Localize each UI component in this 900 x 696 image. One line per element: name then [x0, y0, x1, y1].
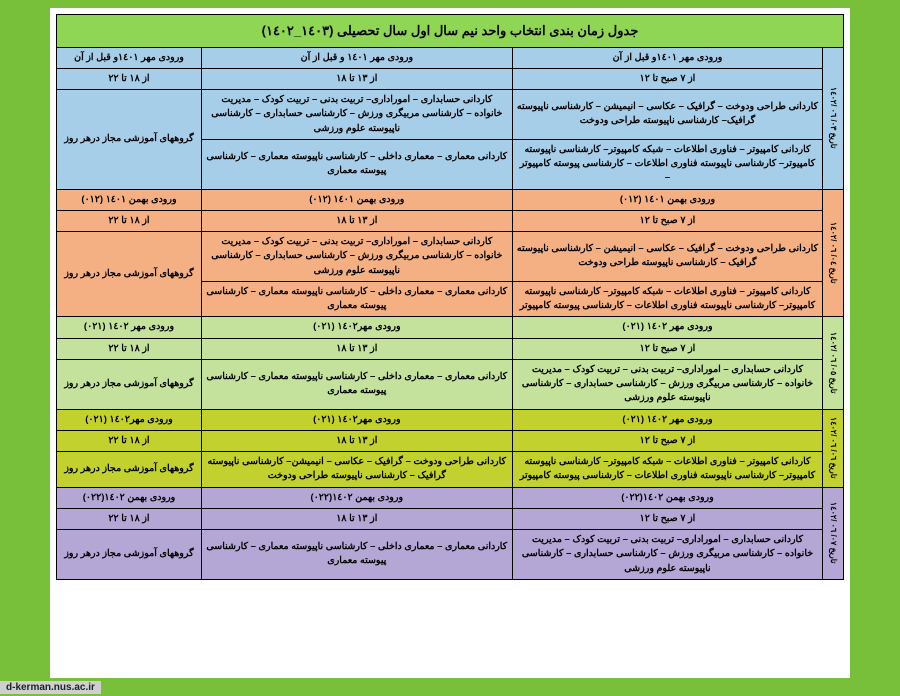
col-header: ورودی مهر١٤٠٢ (٠٢١)	[57, 409, 202, 430]
col-header: ورودی مهر ١٤٠٢ (٠٢١)	[512, 317, 823, 338]
time-cell: از ١٨ تا ٢٢	[57, 68, 202, 89]
date-col: تاریخ ٠٧/ ٠٦ /١٤٠٢	[823, 487, 844, 579]
group-label: گروههای آموزشی مجاز درهر روز	[57, 232, 202, 317]
time-cell: از ١٨ تا ٢٢	[57, 338, 202, 359]
time-cell: از ٧ صبح تا ١٢	[512, 338, 823, 359]
time-cell: از ٧ صبح تا ١٢	[512, 68, 823, 89]
table-title: جدول زمان بندی انتخاب واحد نیم سال اول س…	[57, 15, 844, 48]
col-header: ورودی مهر ١٤٠١ و قبل از آن	[201, 47, 512, 68]
time-cell: از ١٨ تا ٢٢	[57, 430, 202, 451]
col-header: ورودی بهمن ١٤٠١ (٠١٢)	[512, 189, 823, 210]
groups-cell: کاردانی حسابداری – اموراداری– تربیت بدنی…	[201, 232, 512, 282]
groups-cell: کاردانی کامپیوتر – فناوری اطلاعات – شبکه…	[512, 452, 823, 488]
date-col: تاریخ ٠٤/ ٠٦ /١٤٠٢	[823, 189, 844, 317]
col-header: ورودی بهمن ١٤٠١ (٠١٢)	[57, 189, 202, 210]
group-label: گروههای آموزشی مجاز درهر روز	[57, 530, 202, 580]
col-header: ورودی مهر ١٤٠١و قبل از آن	[512, 47, 823, 68]
time-cell: از ١٨ تا ٢٢	[57, 508, 202, 529]
col-header: ورودی مهر١٤٠٢ (٠٢١)	[201, 409, 512, 430]
group-label: گروههای آموزشی مجاز درهر روز	[57, 90, 202, 190]
time-cell: از ٧ صبح تا ١٢	[512, 430, 823, 451]
time-cell: از ١٣ تا ١٨	[201, 508, 512, 529]
col-header: ورودی بهمن ١٤٠١ (٠١٢)	[201, 189, 512, 210]
groups-cell: کاردانی کامپیوتر – فناوری اطلاعات – شبکه…	[512, 139, 823, 189]
time-cell: از ٧ صبح تا ١٢	[512, 210, 823, 231]
footer-url: d-kerman.nus.ac.ir	[0, 681, 101, 694]
col-header: ورودی بهمن ١٤٠٢(٠٢٢)	[512, 487, 823, 508]
time-cell: از ١٨ تا ٢٢	[57, 210, 202, 231]
time-cell: از ١٣ تا ١٨	[201, 210, 512, 231]
time-cell: از ١٣ تا ١٨	[201, 68, 512, 89]
col-header: ورودی بهمن ١٤٠٢(٠٢٢)	[201, 487, 512, 508]
group-label: گروههای آموزشی مجاز درهر روز	[57, 452, 202, 488]
date-col: تاریخ ٠٦/ ٠٦ /١٤٠٢	[823, 409, 844, 487]
col-header: ورودی مهر ١٤٠٢ (٠٢١)	[512, 409, 823, 430]
group-label: گروههای آموزشی مجاز درهر روز	[57, 359, 202, 409]
page: جدول زمان بندی انتخاب واحد نیم سال اول س…	[50, 8, 850, 678]
col-header: ورودی بهمن ١٤٠٢(٠٢٢)	[57, 487, 202, 508]
col-header: ورودی مهر١٤٠٢ (٠٢١)	[201, 317, 512, 338]
groups-cell: کاردانی حسابداری – اموراداری– تربیت بدنی…	[512, 530, 823, 580]
groups-cell: کاردانی طراحی ودوخت – گرافیک – عکاسی – ا…	[201, 452, 512, 488]
time-cell: از ١٣ تا ١٨	[201, 430, 512, 451]
groups-cell: کاردانی حسابداری – اموراداری– تربیت بدنی…	[201, 90, 512, 140]
groups-cell: کاردانی حسابداری – اموراداری– تربیت بدنی…	[512, 359, 823, 409]
date-col: تاریخ ٠٣/ ٠٦ /١٤٠٢	[823, 47, 844, 189]
groups-cell: کاردانی معماری – معماری داخلی – کارشناسی…	[201, 530, 512, 580]
schedule-table: جدول زمان بندی انتخاب واحد نیم سال اول س…	[56, 14, 844, 580]
groups-cell: کاردانی طراحی ودوخت – گرافیک – عکاسی – ا…	[512, 232, 823, 282]
groups-cell: کاردانی معماری – معماری داخلی – کارشناسی…	[201, 139, 512, 189]
groups-cell: کاردانی معماری – معماری داخلی – کارشناسی…	[201, 281, 512, 317]
col-header: ورودی مهر ١٤٠١و قبل از آن	[57, 47, 202, 68]
groups-cell: کاردانی کامپیوتر – فناوری اطلاعات – شبکه…	[512, 281, 823, 317]
date-col: تاریخ ٠٥/ ٠٦ /١٤٠٢	[823, 317, 844, 409]
time-cell: از ١٣ تا ١٨	[201, 338, 512, 359]
col-header: ورودی مهر ١٤٠٢ (٠٢١)	[57, 317, 202, 338]
time-cell: از ٧ صبح تا ١٢	[512, 508, 823, 529]
groups-cell: کاردانی طراحی ودوخت – گرافیک – عکاسی – ا…	[512, 90, 823, 140]
groups-cell: کاردانی معماری – معماری داخلی – کارشناسی…	[201, 359, 512, 409]
